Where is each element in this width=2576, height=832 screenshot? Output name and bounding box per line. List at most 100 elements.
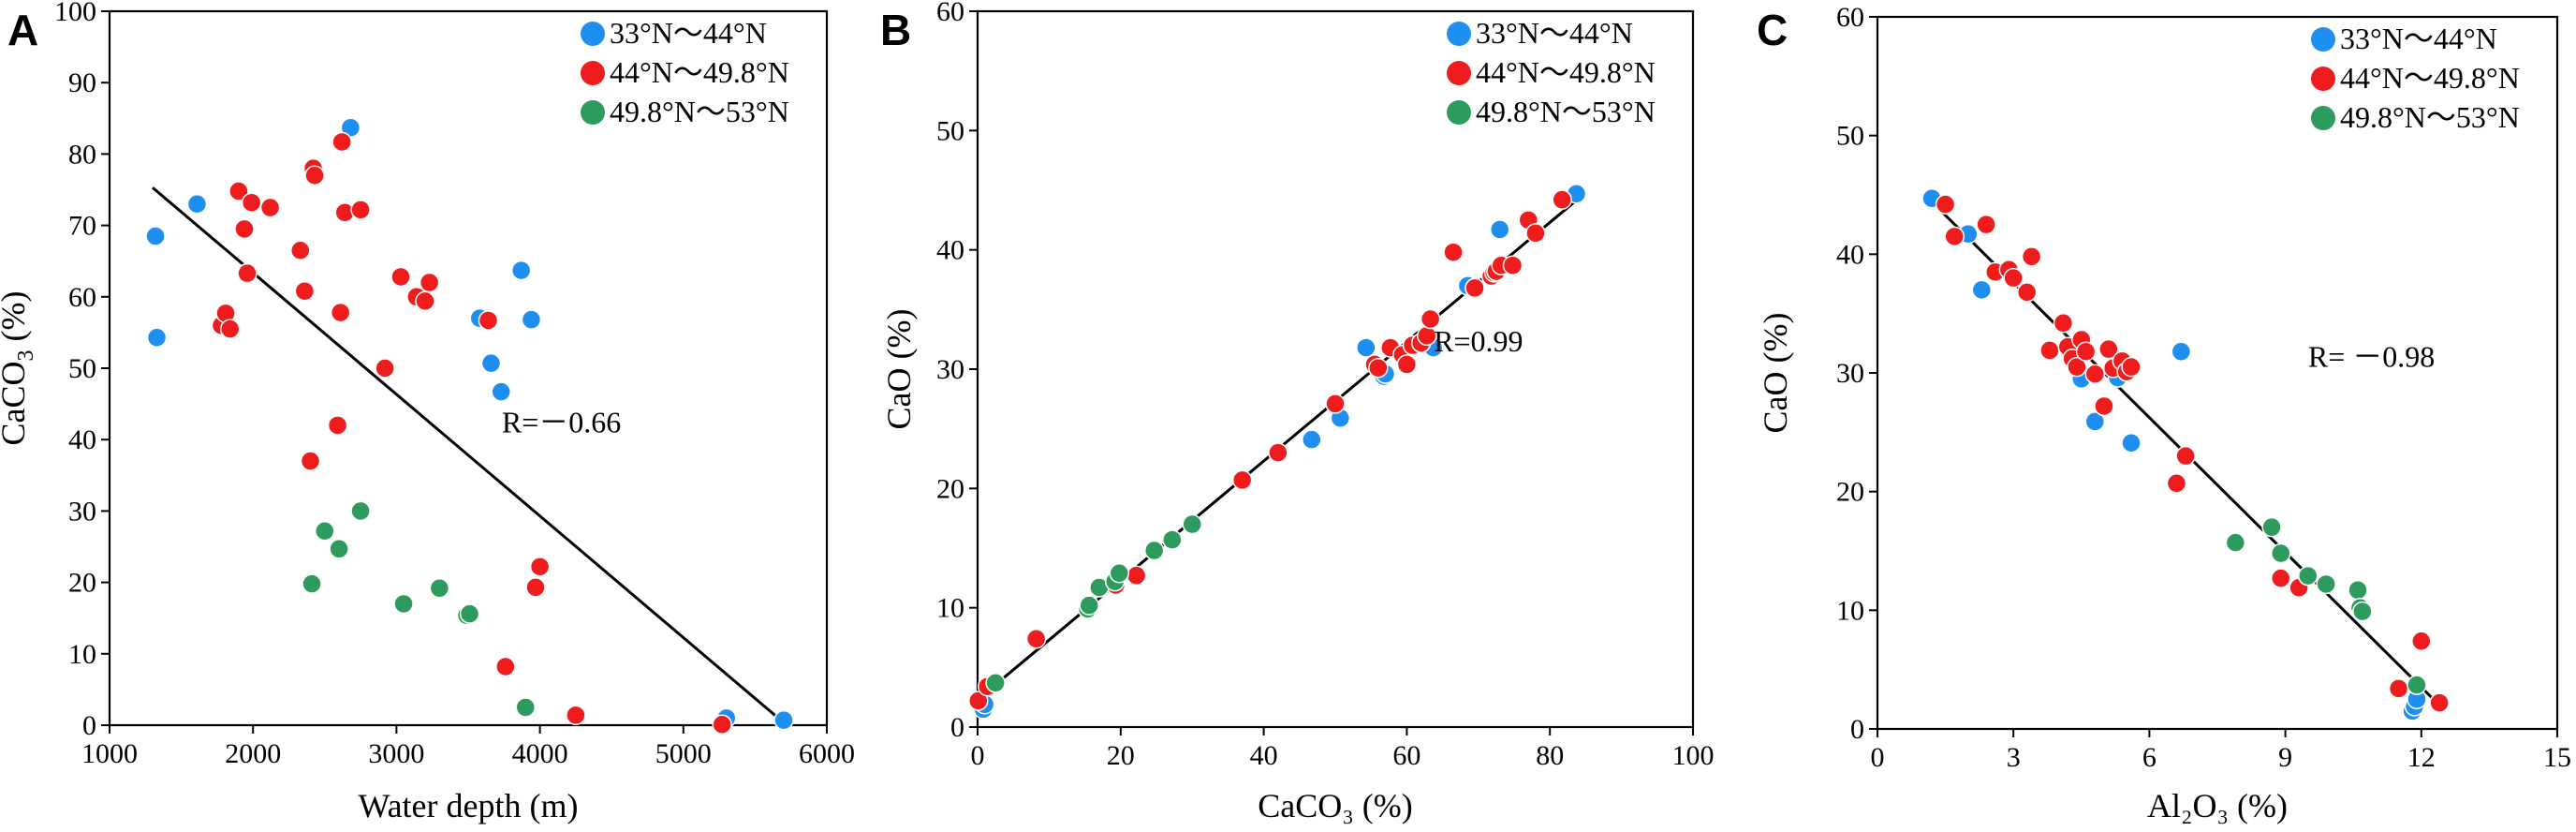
data-point bbox=[237, 262, 258, 284]
panel-letter: B bbox=[880, 6, 911, 54]
data-point bbox=[429, 577, 450, 599]
data-point bbox=[302, 573, 322, 594]
data-point bbox=[2348, 580, 2368, 601]
data-point bbox=[525, 577, 546, 598]
data-point bbox=[145, 226, 166, 246]
data-point bbox=[1356, 337, 1376, 358]
correlation-annotation: R=－0.66 bbox=[502, 406, 621, 439]
data-point bbox=[350, 200, 371, 220]
x-tick-label: 15 bbox=[2543, 742, 2571, 773]
data-point bbox=[2094, 395, 2114, 417]
data-point bbox=[1325, 394, 1346, 414]
data-point bbox=[1025, 629, 1047, 649]
data-point bbox=[2352, 601, 2373, 622]
legend-label: 49.8°N～53°N bbox=[1476, 95, 1656, 128]
y-tick-label: 30 bbox=[68, 496, 96, 527]
data-point bbox=[2016, 282, 2038, 303]
legend-label: 33°N～44°N bbox=[610, 16, 767, 50]
data-point bbox=[2067, 356, 2087, 378]
data-point bbox=[2084, 364, 2106, 385]
data-point bbox=[294, 280, 316, 302]
data-point bbox=[1525, 223, 1546, 244]
data-point bbox=[329, 539, 349, 559]
legend-label: 49.8°N～53°N bbox=[610, 95, 789, 128]
data-point bbox=[459, 603, 480, 624]
legend-label: 33°N～44°N bbox=[1476, 16, 1633, 50]
data-point bbox=[2098, 338, 2119, 360]
legend-label: 49.8°N～53°N bbox=[2340, 100, 2520, 134]
data-point bbox=[2003, 267, 2024, 289]
legend-marker bbox=[2311, 106, 2335, 130]
data-point bbox=[1971, 279, 1993, 301]
data-point bbox=[2039, 340, 2060, 361]
data-point bbox=[2084, 411, 2106, 432]
y-tick-label: 0 bbox=[950, 712, 964, 743]
correlation-annotation: R=0.99 bbox=[1434, 324, 1523, 358]
data-point bbox=[491, 381, 511, 402]
data-point bbox=[1126, 565, 1147, 587]
y-tick-label: 30 bbox=[1836, 358, 1864, 389]
legend-marker bbox=[1447, 22, 1471, 46]
panel-letter: C bbox=[1757, 6, 1788, 54]
data-point bbox=[712, 714, 732, 735]
x-tick-label: 3000 bbox=[368, 738, 424, 769]
legend-marker bbox=[581, 100, 605, 125]
y-tick-label: 60 bbox=[68, 282, 96, 313]
x-axis-title: CaCO₃ (%) bbox=[1258, 787, 1413, 825]
legend-marker bbox=[2311, 67, 2335, 91]
legend-label: 33°N～44°N bbox=[2340, 22, 2497, 55]
y-tick-label: 50 bbox=[936, 115, 964, 146]
legend-marker bbox=[1447, 100, 1471, 125]
data-point bbox=[1368, 357, 1389, 379]
data-point bbox=[375, 358, 395, 379]
y-tick-label: 20 bbox=[936, 473, 964, 504]
data-point bbox=[2261, 516, 2282, 538]
data-point bbox=[2075, 341, 2097, 362]
x-tick-label: 12 bbox=[2407, 742, 2436, 773]
data-point bbox=[529, 557, 551, 577]
y-tick-label: 100 bbox=[54, 0, 96, 27]
y-axis-title-base: CaO (%) bbox=[880, 309, 918, 430]
data-point bbox=[2411, 631, 2432, 652]
y-tick-label: 50 bbox=[68, 353, 96, 384]
data-point bbox=[146, 327, 168, 348]
data-point bbox=[2271, 542, 2291, 564]
data-point bbox=[1465, 277, 1485, 299]
y-tick-label: 80 bbox=[68, 139, 96, 170]
data-point bbox=[2021, 246, 2042, 267]
y-axis-title-base: CaCO bbox=[0, 361, 32, 445]
panel-a: A 1000 2000 3000 4000 5000 6000 0 10 20 30 40 50 60 70… bbox=[0, 0, 855, 825]
x-tick-label: 3 bbox=[2007, 742, 2021, 773]
data-point bbox=[2316, 573, 2336, 595]
data-point bbox=[241, 192, 262, 213]
data-point bbox=[773, 709, 794, 731]
data-point bbox=[1976, 214, 1996, 235]
data-point bbox=[566, 705, 586, 726]
data-point bbox=[480, 352, 502, 374]
x-tick-label: 5000 bbox=[655, 738, 712, 769]
x-tick-label: 6000 bbox=[799, 738, 855, 769]
x-tick-label: 9 bbox=[2278, 742, 2292, 773]
panel-c: C 0 3 6 9 12 15 0 10 20 30 40 50 60 Al₂O₃ (%) CaO (%) R=… bbox=[1757, 2, 2571, 825]
x-axis-title: Water depth (m) bbox=[358, 787, 578, 825]
y-tick-label: 10 bbox=[68, 639, 96, 670]
data-point bbox=[478, 310, 499, 331]
legend-marker bbox=[581, 22, 605, 46]
data-point bbox=[315, 520, 335, 542]
y-tick-label: 50 bbox=[1836, 121, 1864, 152]
legend-label: 44°N～49.8°N bbox=[610, 55, 789, 89]
data-point bbox=[327, 415, 348, 436]
data-point bbox=[1143, 540, 1165, 561]
data-point bbox=[2053, 313, 2074, 334]
data-point bbox=[350, 500, 371, 522]
data-point bbox=[1502, 255, 1524, 275]
y-tick-label: 90 bbox=[68, 67, 96, 98]
data-point bbox=[2171, 341, 2192, 362]
data-point bbox=[2407, 675, 2427, 695]
y-tick-label: 20 bbox=[1836, 477, 1864, 508]
data-point bbox=[290, 240, 311, 261]
y-axis-title-unit: (%) bbox=[0, 291, 32, 350]
x-tick-label: 4000 bbox=[512, 738, 568, 769]
legend-marker bbox=[1447, 61, 1471, 85]
